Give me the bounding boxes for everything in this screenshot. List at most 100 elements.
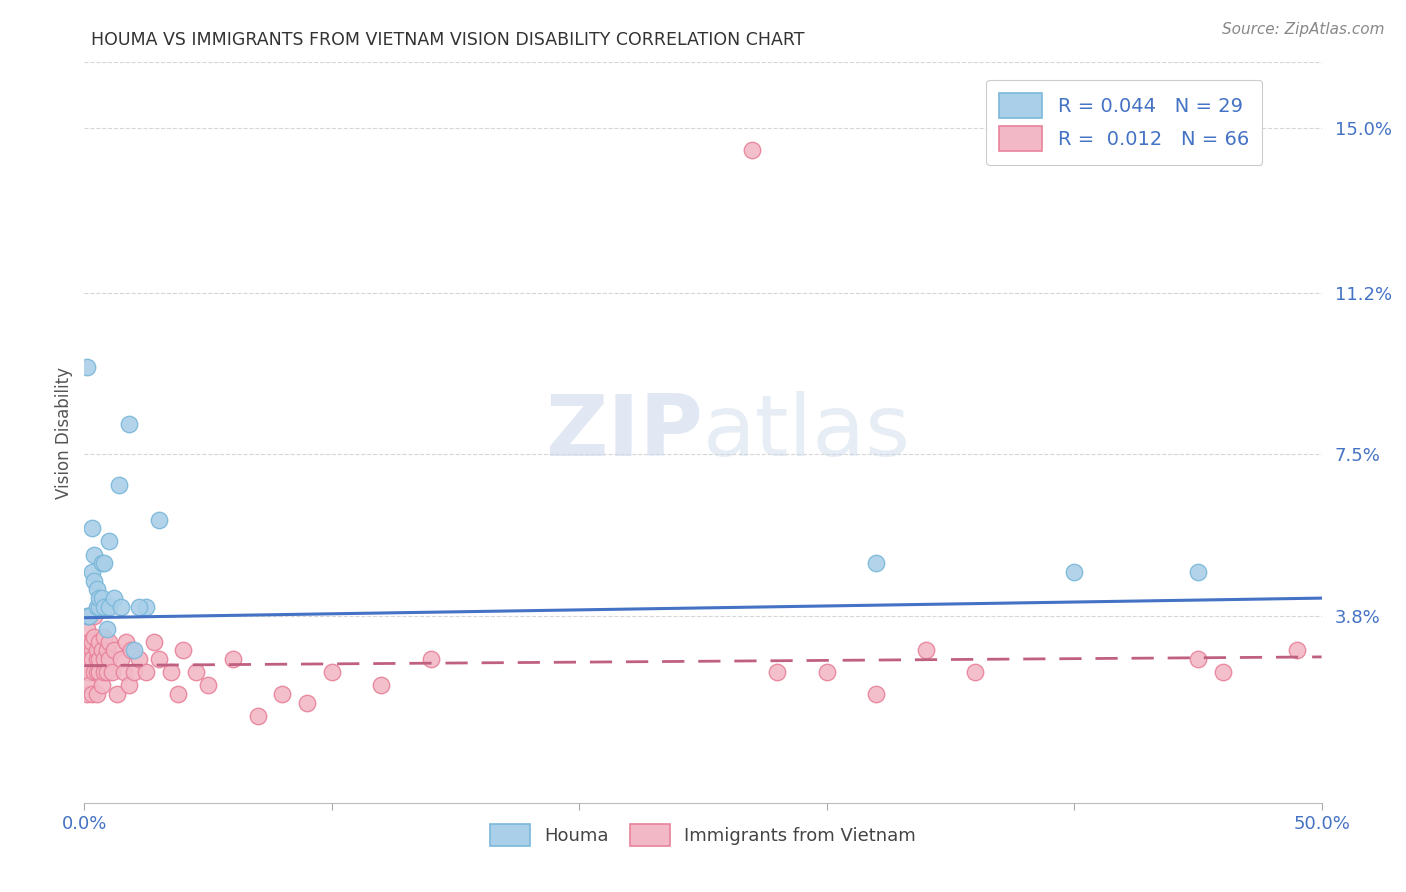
Point: [90, 591, 112, 606]
Point: [98, 634, 121, 648]
Point: [184, 665, 207, 680]
Point: [419, 652, 441, 666]
Point: [128, 599, 150, 614]
Point: [76, 687, 98, 701]
Point: [295, 696, 318, 710]
Point: [142, 634, 165, 648]
Point: [815, 665, 838, 680]
Point: [120, 643, 142, 657]
Point: [93, 630, 115, 644]
Point: [76, 360, 98, 375]
Point: [80, 687, 103, 701]
Point: [766, 665, 789, 680]
Point: [90, 678, 112, 692]
Point: [79, 608, 101, 623]
Point: [172, 643, 194, 657]
Point: [76, 643, 98, 657]
Point: [246, 708, 269, 723]
Point: [914, 643, 936, 657]
Point: [128, 652, 150, 666]
Point: [148, 652, 170, 666]
Point: [105, 687, 128, 701]
Text: ZIP: ZIP: [546, 391, 703, 475]
Point: [76, 622, 98, 636]
Point: [89, 652, 111, 666]
Point: [83, 574, 105, 588]
Point: [122, 665, 145, 680]
Point: [160, 665, 183, 680]
Point: [148, 513, 170, 527]
Point: [98, 652, 121, 666]
Point: [93, 652, 115, 666]
Point: [271, 687, 294, 701]
Point: [112, 665, 135, 680]
Point: [93, 556, 115, 570]
Point: [80, 521, 103, 535]
Point: [86, 687, 108, 701]
Point: [321, 665, 343, 680]
Point: [110, 652, 132, 666]
Point: [135, 599, 157, 614]
Point: [118, 417, 141, 431]
Point: [86, 652, 108, 666]
Point: [86, 582, 108, 597]
Point: [103, 591, 125, 606]
Legend: Houma, Immigrants from Vietnam: Houma, Immigrants from Vietnam: [482, 816, 924, 853]
Point: [79, 678, 101, 692]
Point: [100, 665, 122, 680]
Point: [79, 665, 101, 680]
Point: [89, 599, 111, 614]
Point: [1212, 665, 1234, 680]
Point: [197, 678, 219, 692]
Point: [110, 599, 132, 614]
Point: [93, 665, 115, 680]
Text: HOUMA VS IMMIGRANTS FROM VIETNAM VISION DISABILITY CORRELATION CHART: HOUMA VS IMMIGRANTS FROM VIETNAM VISION …: [91, 31, 804, 49]
Point: [965, 665, 987, 680]
Point: [86, 665, 108, 680]
Point: [370, 678, 392, 692]
Y-axis label: Vision Disability: Vision Disability: [55, 367, 73, 499]
Text: atlas: atlas: [703, 391, 911, 475]
Point: [1187, 565, 1209, 579]
Point: [167, 687, 190, 701]
Point: [79, 652, 101, 666]
Point: [865, 556, 887, 570]
Point: [80, 565, 103, 579]
Point: [96, 665, 118, 680]
Point: [86, 643, 108, 657]
Point: [122, 643, 145, 657]
Point: [90, 556, 112, 570]
Point: [865, 687, 887, 701]
Point: [90, 643, 112, 657]
Point: [76, 665, 98, 680]
Point: [80, 634, 103, 648]
Point: [115, 634, 138, 648]
Point: [98, 599, 121, 614]
Point: [83, 608, 105, 623]
Point: [108, 478, 131, 492]
Point: [83, 630, 105, 644]
Point: [96, 622, 118, 636]
Point: [79, 634, 101, 648]
Point: [83, 665, 105, 680]
Point: [118, 678, 141, 692]
Point: [80, 643, 103, 657]
Point: [98, 534, 121, 549]
Text: Source: ZipAtlas.com: Source: ZipAtlas.com: [1222, 22, 1385, 37]
Point: [1285, 643, 1308, 657]
Point: [80, 652, 103, 666]
Point: [89, 665, 111, 680]
Point: [89, 634, 111, 648]
Point: [741, 143, 763, 157]
Point: [76, 608, 98, 623]
Point: [1063, 565, 1085, 579]
Point: [86, 599, 108, 614]
Point: [93, 599, 115, 614]
Point: [103, 643, 125, 657]
Point: [76, 643, 98, 657]
Point: [135, 665, 157, 680]
Point: [1187, 652, 1209, 666]
Point: [96, 643, 118, 657]
Point: [222, 652, 245, 666]
Point: [83, 548, 105, 562]
